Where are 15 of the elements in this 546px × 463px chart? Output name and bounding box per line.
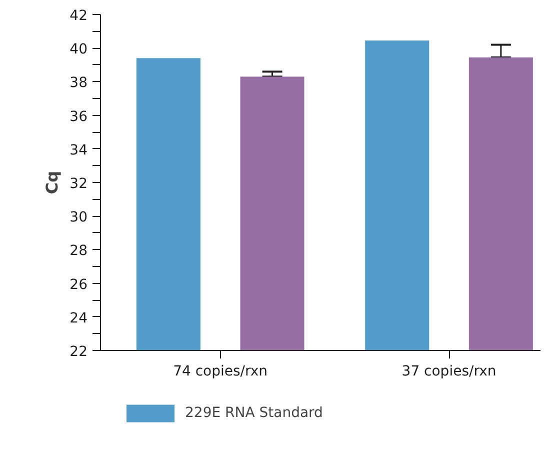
y-tick-label: 32 bbox=[70, 176, 88, 192]
y-tick-label: 28 bbox=[70, 243, 88, 260]
y-tick-label: 40 bbox=[70, 42, 88, 58]
legend-label: 229E RNA Standard bbox=[185, 405, 323, 421]
y-tick-label: 24 bbox=[70, 310, 88, 326]
x-tick-label: 37 copies/rxn bbox=[402, 364, 496, 380]
y-tick-label: 34 bbox=[70, 142, 88, 158]
y-tick-label: 42 bbox=[70, 8, 88, 24]
y-axis-title: Cq bbox=[42, 170, 62, 194]
y-tick-label: 26 bbox=[70, 276, 88, 293]
y-tick-label: 30 bbox=[70, 210, 88, 226]
y-tick-label: 38 bbox=[70, 75, 88, 92]
x-tick-label: 74 copies/rxn bbox=[173, 364, 268, 380]
y-tick-label: 22 bbox=[70, 344, 88, 360]
y-tick-label: 36 bbox=[70, 108, 88, 125]
